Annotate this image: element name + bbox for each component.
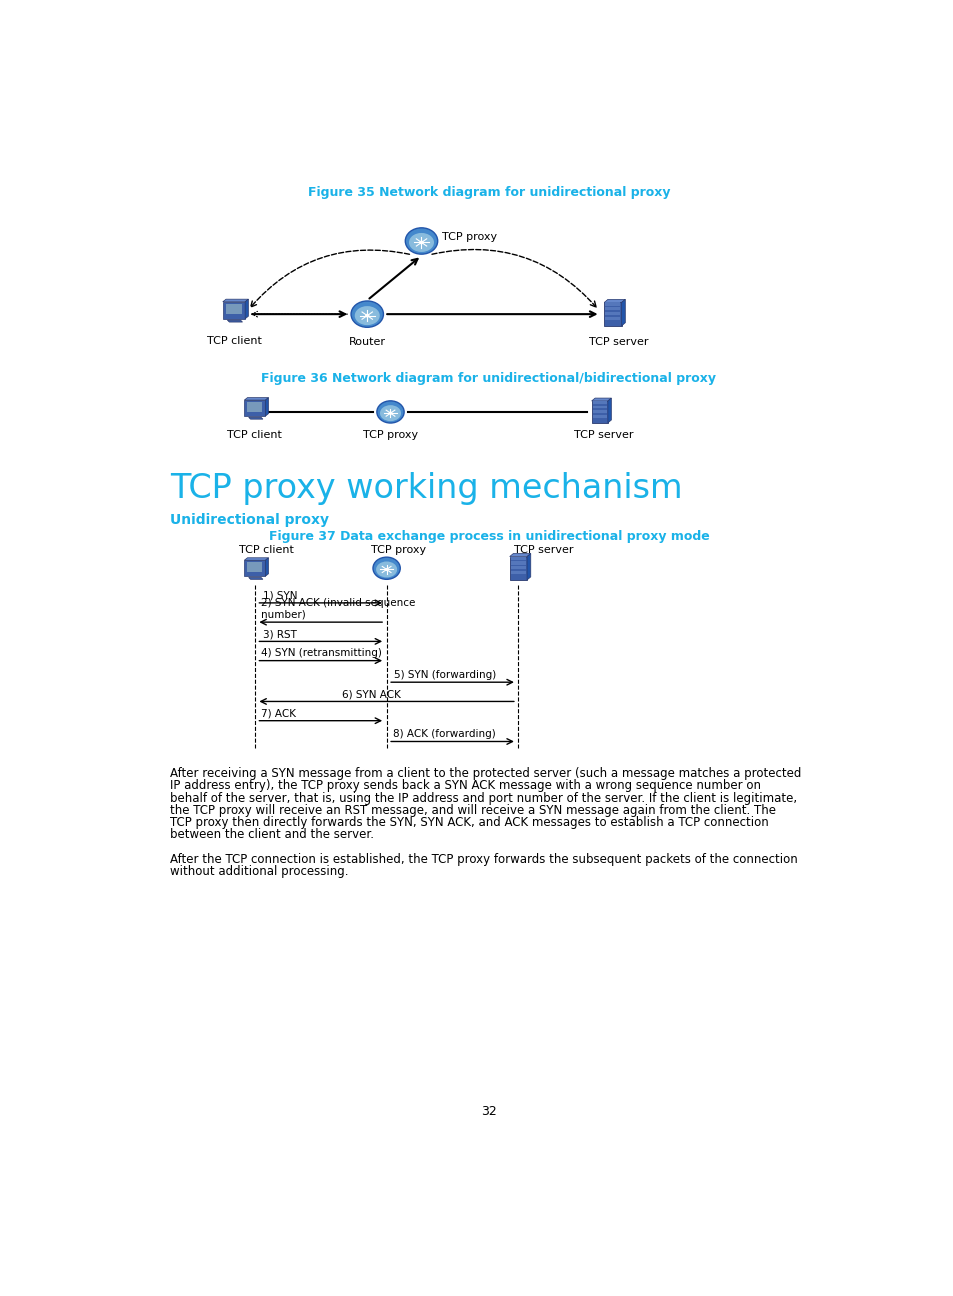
Polygon shape [591,398,611,400]
Polygon shape [247,562,262,572]
Ellipse shape [355,306,379,325]
Polygon shape [265,557,268,577]
Text: After receiving a SYN message from a client to the protected server (such a mess: After receiving a SYN message from a cli… [171,767,801,780]
Polygon shape [222,299,248,302]
Polygon shape [249,417,263,419]
Text: TCP proxy then directly forwards the SYN, SYN ACK, and ACK messages to establish: TCP proxy then directly forwards the SYN… [171,816,768,829]
Polygon shape [244,398,268,400]
Text: 3) RST: 3) RST [262,629,296,639]
Polygon shape [592,415,606,417]
Text: After the TCP connection is established, the TCP proxy forwards the subsequent p: After the TCP connection is established,… [171,853,798,866]
Text: TCP proxy: TCP proxy [441,232,497,242]
Polygon shape [511,566,525,569]
Text: 4) SYN (retransmitting): 4) SYN (retransmitting) [261,648,381,658]
Polygon shape [603,299,624,302]
Polygon shape [226,303,242,314]
Polygon shape [605,318,619,320]
Text: Figure 37 Data exchange process in unidirectional proxy mode: Figure 37 Data exchange process in unidi… [268,530,709,543]
Polygon shape [245,299,248,319]
Ellipse shape [375,561,396,578]
Polygon shape [511,556,525,560]
Polygon shape [265,398,268,416]
Ellipse shape [376,400,404,422]
Ellipse shape [405,228,437,254]
Text: 7) ACK: 7) ACK [261,709,295,718]
Ellipse shape [409,233,434,251]
Text: behalf of the server, that is, using the IP address and port number of the serve: behalf of the server, that is, using the… [171,792,797,805]
Text: IP address entry), the TCP proxy sends back a SYN ACK message with a wrong seque: IP address entry), the TCP proxy sends b… [171,779,760,792]
Polygon shape [511,572,525,574]
Text: 32: 32 [480,1105,497,1118]
Text: Figure 36 Network diagram for unidirectional/bidirectional proxy: Figure 36 Network diagram for unidirecti… [261,372,716,385]
Polygon shape [603,302,621,325]
Polygon shape [605,302,619,306]
Text: TCP server: TCP server [514,546,574,555]
Polygon shape [511,561,525,565]
Ellipse shape [373,557,400,579]
Polygon shape [244,400,265,416]
Polygon shape [526,553,530,579]
Ellipse shape [419,241,423,244]
Ellipse shape [384,568,388,572]
Polygon shape [621,299,624,325]
Text: Figure 35 Network diagram for unidirectional proxy: Figure 35 Network diagram for unidirecti… [308,185,669,198]
Text: TCP proxy: TCP proxy [362,430,417,441]
Polygon shape [605,312,619,315]
Text: 6) SYN ACK: 6) SYN ACK [342,689,401,699]
Polygon shape [591,400,607,422]
Text: TCP server: TCP server [574,430,633,441]
Polygon shape [592,406,606,408]
Text: TCP client: TCP client [227,430,282,441]
Ellipse shape [365,314,369,318]
Polygon shape [605,307,619,311]
Text: TCP client: TCP client [239,546,294,555]
Polygon shape [509,556,526,579]
Text: between the client and the server.: between the client and the server. [171,828,374,841]
Polygon shape [607,398,611,422]
Text: Router: Router [349,337,385,347]
Polygon shape [592,411,606,413]
Ellipse shape [388,412,392,415]
Text: the TCP proxy will receive an RST message, and will receive a SYN message again : the TCP proxy will receive an RST messag… [171,804,776,816]
Polygon shape [227,320,242,323]
Text: TCP client: TCP client [206,336,261,346]
Polygon shape [222,302,245,319]
Text: TCP proxy: TCP proxy [371,546,426,555]
Polygon shape [244,560,265,577]
Polygon shape [247,402,262,412]
Text: Unidirectional proxy: Unidirectional proxy [171,513,329,526]
Polygon shape [249,578,263,579]
Text: 2) SYN ACK (invalid sequence
number): 2) SYN ACK (invalid sequence number) [261,599,415,619]
Polygon shape [244,557,268,560]
Text: TCP proxy working mechanism: TCP proxy working mechanism [171,472,682,505]
Polygon shape [592,400,606,404]
Text: 8) ACK (forwarding): 8) ACK (forwarding) [393,730,495,739]
Ellipse shape [379,406,400,421]
Text: 5) SYN (forwarding): 5) SYN (forwarding) [394,670,497,680]
Polygon shape [509,553,530,556]
Ellipse shape [351,301,383,328]
Text: 1) SYN: 1) SYN [262,591,296,600]
Text: TCP server: TCP server [589,337,648,347]
Text: without additional processing.: without additional processing. [171,866,349,879]
